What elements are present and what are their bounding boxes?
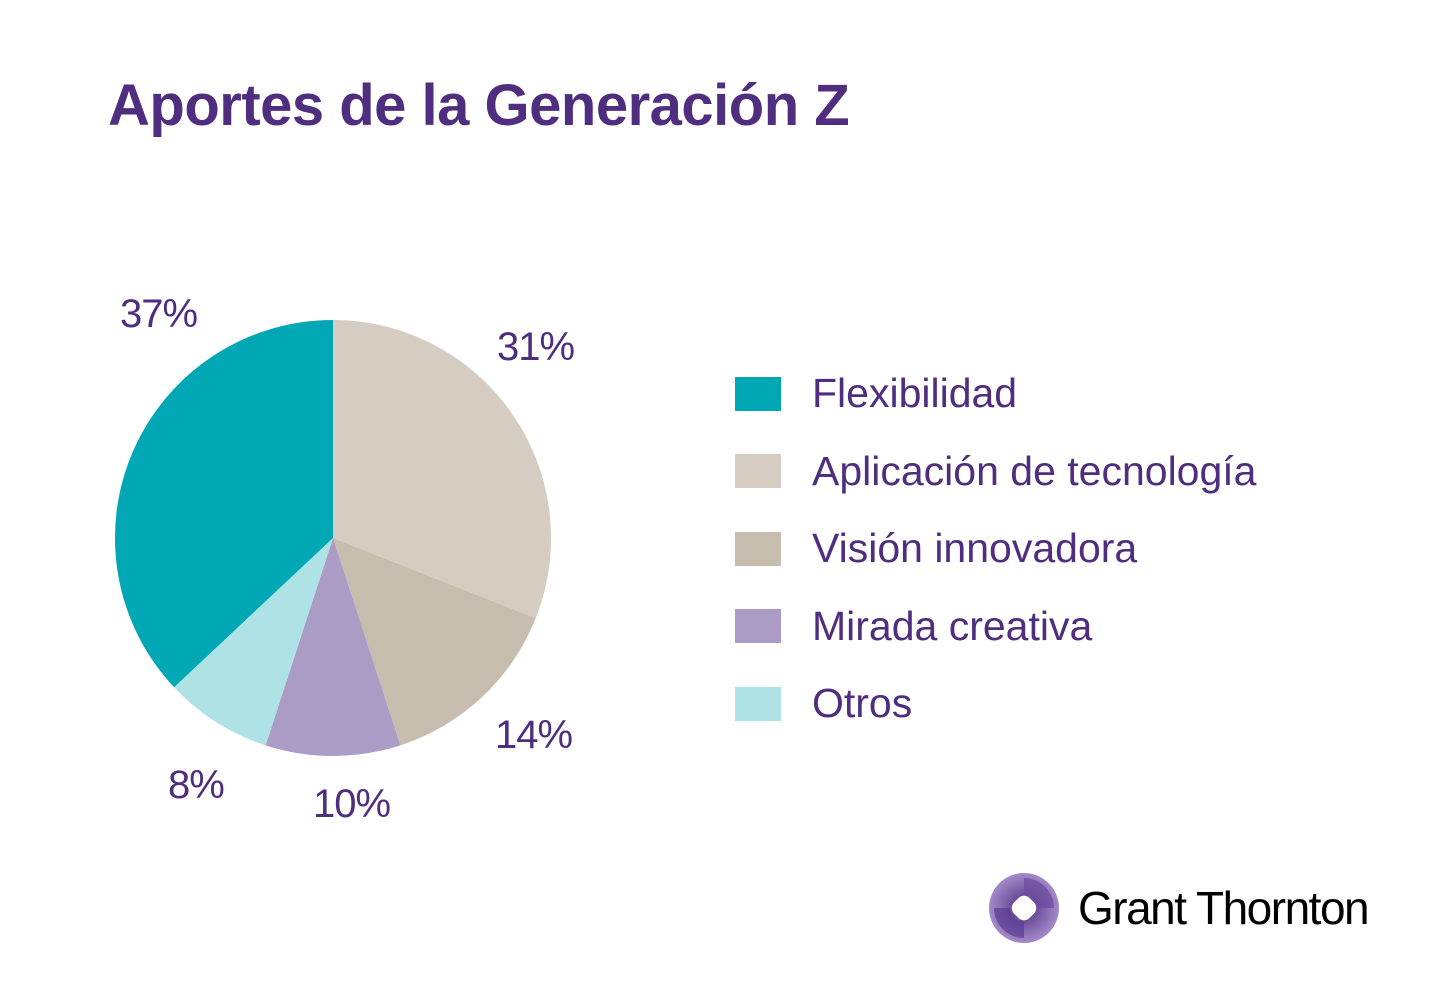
legend-label: Otros <box>812 680 913 727</box>
legend-swatch <box>735 531 781 566</box>
pie-slice-aplicacion-de-tecnologia <box>333 320 551 619</box>
legend-item-otros: Otros <box>735 665 1256 743</box>
pie-slice-flexibilidad <box>115 320 333 688</box>
legend-swatch <box>735 609 781 644</box>
pie-slice-otros <box>174 538 333 746</box>
pie-slice-mirada-creativa <box>265 538 401 757</box>
legend-swatch <box>735 686 781 721</box>
legend-swatch <box>735 376 781 411</box>
legend-swatch <box>735 454 781 489</box>
chart-title: Aportes de la Generación Z <box>108 73 850 138</box>
pie-chart <box>115 320 551 757</box>
data-label-tecnologia: 31% <box>497 325 575 369</box>
data-label-mirada: 10% <box>313 782 391 826</box>
pie-slice-vision-innovadora <box>333 538 536 746</box>
legend-label: Visión innovadora <box>812 525 1138 572</box>
logo-swirl-icon <box>989 873 1059 943</box>
legend-item-vision: Visión innovadora <box>735 510 1256 588</box>
legend-label: Mirada creativa <box>812 602 1093 649</box>
logo-text: Grant Thornton <box>1078 882 1370 934</box>
legend-item-flexibilidad: Flexibilidad <box>735 355 1256 433</box>
grant-thornton-logo: Grant Thornton <box>988 872 1370 944</box>
legend-label: Aplicación de tecnología <box>812 447 1257 494</box>
legend-label: Flexibilidad <box>812 370 1018 417</box>
data-label-otros: 8% <box>168 763 225 807</box>
data-label-vision: 14% <box>495 713 573 757</box>
legend: Flexibilidad Aplicación de tecnología Vi… <box>735 355 1256 743</box>
data-label-flexibilidad: 37% <box>120 292 198 336</box>
legend-item-tecnologia: Aplicación de tecnología <box>735 433 1256 511</box>
legend-item-mirada: Mirada creativa <box>735 588 1256 666</box>
